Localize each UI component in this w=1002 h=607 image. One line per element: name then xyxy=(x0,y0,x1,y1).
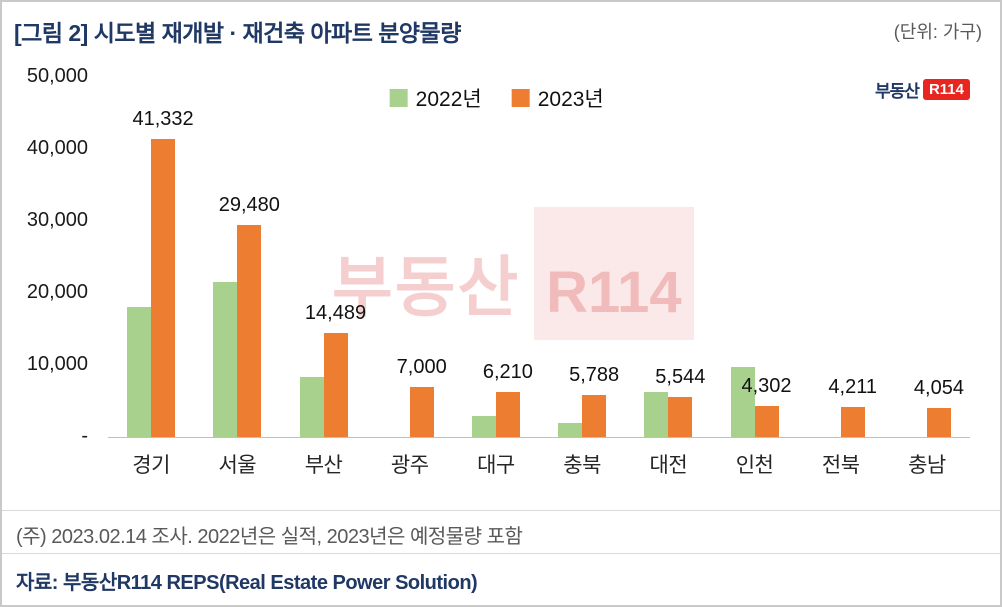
bar-2022년 xyxy=(471,416,496,437)
bar-group: 5,788 xyxy=(539,77,625,437)
bar-2023년 xyxy=(754,406,779,437)
r114-logo-mark: R114 xyxy=(922,79,970,100)
legend-label-2022: 2022년 xyxy=(415,88,482,111)
bar-2022년 xyxy=(558,422,583,437)
bar-value-label: 14,489 xyxy=(304,301,367,324)
plot-area: 41,332 29,480 14,489 7,000 6,210 5,788 5,544 4,… xyxy=(108,77,970,438)
x-axis: 경기 서울 부산 광주 대구 충북 대전 인천 전북 충남 xyxy=(108,449,970,479)
category-label: 대전 xyxy=(649,454,688,477)
chart-legend: 2022년 2023년 xyxy=(389,83,604,113)
bar-value-label: 29,480 xyxy=(218,193,280,216)
r114-logo-brand: 부동산 xyxy=(875,82,920,101)
legend-swatch-2022 xyxy=(389,89,408,107)
bar-2022년 xyxy=(213,282,238,437)
category-label: 서울 xyxy=(218,454,257,477)
bar-group: 6,210 xyxy=(453,77,539,437)
bar-2023년 xyxy=(495,392,520,437)
y-tick-label: 30,000 xyxy=(26,209,88,231)
y-axis: 50,000 40,000 30,000 20,000 10,000 - xyxy=(2,65,96,447)
bar-group: 5,544 xyxy=(625,77,711,437)
category-label: 전북 xyxy=(821,454,860,477)
legend-item-2022: 2022년 xyxy=(389,83,482,113)
unit-label: (단위: 가구) xyxy=(893,22,982,42)
bar-2023년 xyxy=(926,407,951,437)
bar-value-label: 4,211 xyxy=(828,375,878,398)
divider-top xyxy=(2,510,1000,511)
bar-2022년 xyxy=(644,391,669,437)
source-line: 자료: 부동산R114 REPS(Real Estate Power Solut… xyxy=(16,572,478,594)
y-tick-label: 50,000 xyxy=(26,65,88,87)
bar-group: 29,480 xyxy=(194,77,280,437)
bar-value-label: 7,000 xyxy=(396,355,447,378)
footnote: (주) 2023.02.14 조사. 2022년은 실적, 2023년은 예정물… xyxy=(16,526,523,548)
bar-2022년 xyxy=(299,376,324,437)
legend-item-2023: 2023년 xyxy=(511,83,604,113)
bar-2023년 xyxy=(151,139,176,437)
bar-group: 4,054 xyxy=(884,77,970,437)
bar-2022년 xyxy=(127,307,152,437)
bar-2022년 xyxy=(730,367,755,437)
category-label: 충북 xyxy=(563,454,601,477)
bar-value-label: 4,302 xyxy=(741,375,792,398)
bar-group: 4,211 xyxy=(798,77,884,437)
bar-2023년 xyxy=(668,397,693,437)
bar-2023년 xyxy=(840,406,865,437)
bar-value-label: 5,544 xyxy=(655,366,706,389)
page-title: [그림 2] 시도별 재개발 · 재건축 아파트 분양물량 xyxy=(14,20,461,46)
legend-swatch-2023 xyxy=(511,89,530,107)
r114-logo: 부동산 R114 xyxy=(875,77,970,102)
bar-value-label: 5,788 xyxy=(569,364,620,387)
bar-2023년 xyxy=(237,224,262,437)
category-label: 대구 xyxy=(477,454,515,477)
bar-chart: 2022년 2023년 부동산 R114 부동산 R114 50,000 40,0… xyxy=(2,57,1000,510)
bar-2023년 xyxy=(323,332,348,437)
category-label: 충남 xyxy=(908,454,946,477)
bar-2023년 xyxy=(409,386,434,437)
bar-group: 14,489 xyxy=(280,77,366,437)
y-tick-label: 40,000 xyxy=(26,137,88,159)
y-tick-label: 10,000 xyxy=(26,353,88,375)
category-label: 경기 xyxy=(132,454,170,477)
header: [그림 2] 시도별 재개발 · 재건축 아파트 분양물량 (단위: 가구) xyxy=(2,2,1000,57)
category-label: 인천 xyxy=(735,454,774,477)
y-tick-label: - xyxy=(81,425,88,447)
category-label: 광주 xyxy=(390,454,429,477)
bar-value-label: 6,210 xyxy=(482,361,533,384)
bar-value-label: 41,332 xyxy=(132,108,194,131)
category-label: 부산 xyxy=(304,454,343,477)
divider-bottom xyxy=(2,553,1000,554)
bar-group: 41,332 xyxy=(108,77,194,437)
bar-group: 4,302 xyxy=(711,77,797,437)
bar-2023년 xyxy=(582,395,607,437)
y-tick-label: 20,000 xyxy=(26,281,88,303)
bar-value-label: 4,054 xyxy=(913,376,964,399)
legend-label-2023: 2023년 xyxy=(537,88,604,111)
bar-group: 7,000 xyxy=(367,77,453,437)
